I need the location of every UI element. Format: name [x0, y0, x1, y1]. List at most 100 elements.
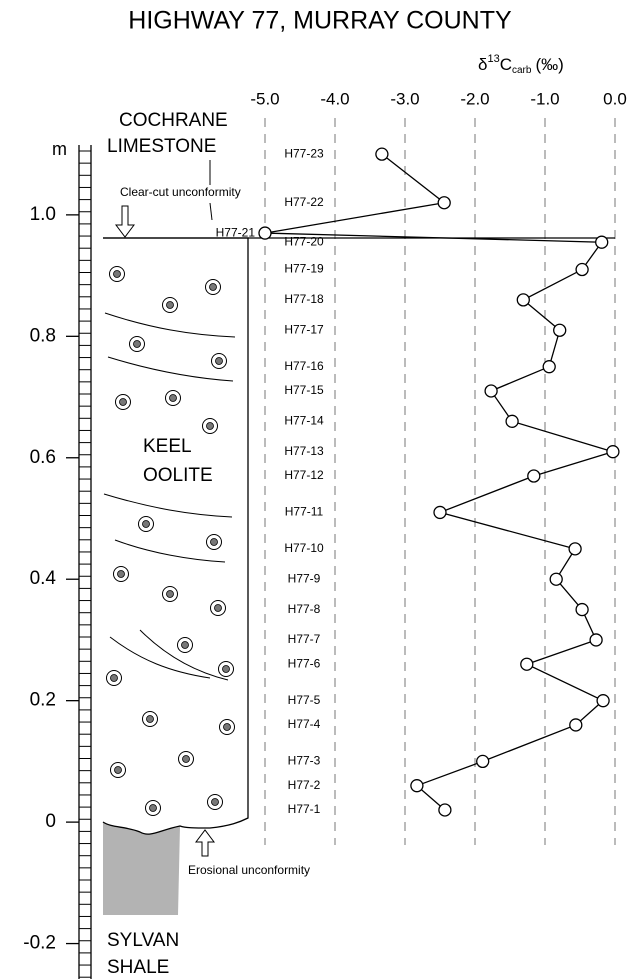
sample-label: H77-23 [284, 146, 324, 160]
ooid-core [214, 604, 222, 612]
leader-line [209, 202, 213, 221]
ooid-core [119, 398, 127, 406]
ooid-core [149, 804, 157, 812]
ooid-core [182, 755, 190, 763]
ooid-core [211, 798, 219, 806]
data-point [575, 602, 589, 617]
y-tick-label: -0.2 [23, 933, 56, 954]
cross-beds [103, 312, 236, 681]
data-point [568, 542, 582, 556]
data-point [595, 235, 609, 249]
chart-title: HIGHWAY 77, MURRAY COUNTY [128, 7, 512, 35]
sample-label: H77-19 [284, 262, 324, 276]
shale [103, 822, 180, 915]
x-tick-label: -2.0 [460, 89, 489, 108]
sample-label: H77-9 [288, 571, 321, 585]
ooid-core [146, 715, 154, 723]
arrow [115, 205, 135, 238]
x-tick-label: 0.0 [603, 89, 627, 108]
unit-label: KEEL [143, 436, 192, 457]
data-point [569, 718, 583, 732]
ooid-core [117, 570, 125, 578]
sample-label: H77-5 [288, 693, 321, 707]
ooid-core [223, 723, 231, 731]
ooid-core [110, 674, 118, 682]
data-point [542, 360, 556, 374]
y-tick-label: 1.0 [30, 204, 56, 225]
sample-label: H77-18 [284, 292, 324, 306]
ooid-core [166, 301, 174, 309]
sample-label: H77-3 [288, 754, 321, 768]
y-tick-label: 0.8 [30, 325, 56, 346]
data-point [549, 572, 563, 586]
sample-label: H77-2 [288, 778, 321, 792]
sample-label: H77-20 [284, 234, 324, 248]
unit-label: SHALE [107, 957, 169, 978]
unit-label: LIMESTONE [107, 136, 216, 157]
x-axis-title-unit: (‰) [535, 55, 563, 74]
ooid-core [209, 283, 217, 291]
data-point [258, 226, 272, 240]
data-point [476, 754, 490, 769]
data-point [516, 293, 530, 307]
data-point [375, 147, 389, 161]
data-point [527, 469, 541, 483]
ooid-core [181, 641, 189, 649]
data-point [433, 505, 447, 520]
ooid-core [222, 665, 230, 673]
x-axis-title-sub: carb [512, 65, 532, 76]
x-tick-label: -3.0 [390, 89, 419, 108]
data-point [589, 633, 603, 647]
y-tick-label: 0.4 [30, 568, 57, 589]
data-point [553, 323, 567, 337]
ooid-core [142, 520, 150, 528]
ooid-core [169, 394, 177, 402]
x-axis-title-main: C [500, 55, 512, 74]
sample-label: H77-10 [284, 541, 324, 555]
y-tick-label: 0.2 [30, 690, 56, 711]
sample-label: H77-7 [288, 632, 321, 646]
data-point [484, 384, 498, 398]
ooid-core [113, 270, 121, 278]
ooid-core [215, 357, 223, 365]
sample-label: H77-21 [216, 225, 256, 239]
data-point [596, 694, 610, 708]
data-point [505, 414, 519, 428]
data-point [438, 803, 452, 817]
x-tick-label: -5.0 [250, 89, 279, 108]
sample-label: H77-16 [284, 359, 324, 373]
ooid-core [206, 422, 214, 430]
y-tick-label: 0 [45, 811, 56, 832]
oolite-outline [102, 237, 249, 835]
unit-label: COCHRANE [119, 110, 228, 131]
x-axis-title: δ13Ccarb (‰) [478, 53, 564, 76]
sample-label: H77-6 [288, 656, 321, 670]
sample-label: H77-15 [284, 383, 324, 397]
y-tick-label: 0.6 [30, 447, 56, 468]
x-tick-label: -1.0 [530, 89, 559, 108]
sample-label: H77-17 [284, 322, 324, 336]
unit-label: OOLITE [143, 465, 213, 486]
ooid-core [114, 766, 122, 774]
ooid-core [166, 590, 174, 598]
data-point [437, 196, 451, 210]
arrow [195, 829, 215, 857]
x-axis-title-sup: 13 [487, 53, 499, 65]
sample-label: H77-14 [284, 414, 324, 428]
x-axis-title-base: δ [478, 55, 487, 74]
y-unit: m [52, 139, 67, 159]
data-point [410, 779, 424, 793]
data-point [520, 657, 534, 671]
annotation: Clear-cut unconformity [120, 185, 241, 199]
ooid-core [133, 340, 141, 348]
x-tick-label: -4.0 [320, 89, 349, 108]
data-point [606, 445, 620, 459]
data-point [575, 262, 589, 277]
ooid-core [210, 538, 218, 546]
sample-label: H77-1 [288, 802, 321, 816]
sample-label: H77-13 [284, 444, 324, 458]
unit-label: SYLVAN [107, 930, 179, 951]
sample-label: H77-12 [284, 468, 324, 482]
sample-label: H77-22 [284, 195, 324, 209]
